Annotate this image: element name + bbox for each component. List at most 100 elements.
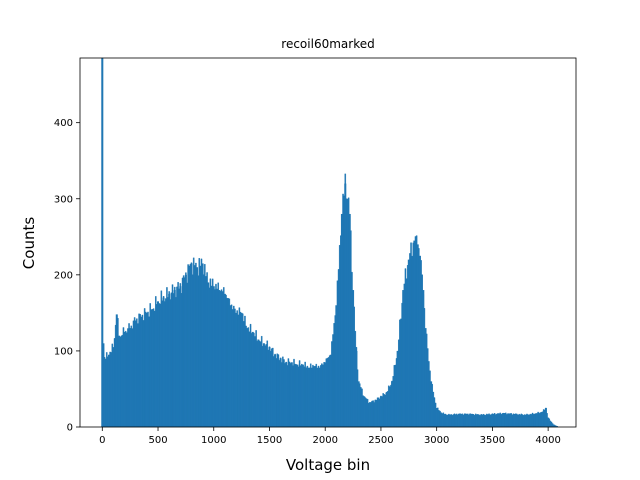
- histogram-bar: [207, 282, 210, 427]
- histogram-bar: [357, 381, 360, 427]
- histogram-bar: [246, 328, 249, 427]
- histogram-bar: [145, 312, 148, 427]
- histogram-bar: [363, 396, 366, 427]
- histogram-bar: [102, 343, 105, 427]
- histogram-bar: [407, 259, 410, 427]
- x-tick-label: 500: [148, 435, 167, 446]
- y-tick-label: 0: [67, 423, 73, 434]
- histogram-bar: [140, 316, 143, 427]
- histogram-bar: [196, 267, 199, 427]
- histogram-bar: [151, 309, 154, 427]
- x-tick-label: 0: [99, 435, 105, 446]
- histogram-bar: [157, 301, 160, 427]
- histogram-bar: [524, 414, 527, 427]
- histogram-bar: [368, 402, 371, 427]
- x-tick-label: 1000: [201, 435, 226, 446]
- histogram-bar: [313, 366, 316, 427]
- histogram-bar: [120, 335, 123, 427]
- histogram-bar: [290, 362, 293, 427]
- histogram-bar: [535, 413, 538, 427]
- histogram-bar: [446, 414, 449, 427]
- histogram-bar: [385, 392, 388, 427]
- histogram-bar: [179, 286, 182, 427]
- x-tick-label: 2500: [368, 435, 393, 446]
- y-tick-label: 400: [54, 118, 73, 129]
- histogram-bar: [184, 274, 187, 427]
- histogram-bar: [541, 411, 544, 427]
- histogram-bar: [344, 183, 347, 427]
- histogram-bar: [335, 305, 338, 427]
- histogram-bar: [123, 331, 126, 427]
- histogram-bar: [441, 413, 444, 427]
- histogram-bar: [101, 58, 104, 427]
- x-axis-ticks: 0 500 1000 1500 2000 2500 3000 3500 4000: [99, 427, 561, 446]
- histogram-bar: [223, 293, 226, 427]
- histogram-bar: [416, 244, 419, 427]
- histogram-bar: [352, 290, 355, 427]
- histogram-bar: [422, 290, 425, 427]
- x-tick-label: 4000: [535, 435, 560, 446]
- histogram-bar: [435, 407, 438, 427]
- histogram-bar: [301, 364, 304, 427]
- histogram-bar: [285, 362, 288, 427]
- histogram-bar: [115, 314, 118, 427]
- histogram-bar: [107, 354, 110, 427]
- histogram-bar: [168, 293, 171, 427]
- y-axis-ticks: 0 100 200 300 400: [54, 118, 80, 434]
- chart-title: recoil60marked: [281, 37, 374, 51]
- histogram-bar: [173, 290, 176, 427]
- histogram-bar: [218, 290, 221, 427]
- histogram-bar: [340, 213, 343, 427]
- histogram-bar: [201, 263, 204, 427]
- plot-frame: [79, 57, 577, 428]
- histogram-bar: [129, 328, 132, 427]
- histogram-bar: [162, 297, 165, 427]
- histogram-bar: [240, 312, 243, 427]
- histogram-bar: [229, 305, 232, 427]
- histogram-bar: [212, 286, 215, 427]
- histogram-bar: [544, 407, 547, 427]
- histogram-bar: [480, 414, 483, 427]
- histogram-bar: [134, 320, 137, 427]
- histogram-bar: [112, 347, 115, 427]
- histogram-bar: [274, 354, 277, 427]
- histogram-bar: [355, 350, 358, 427]
- histogram-bar: [457, 414, 460, 427]
- histogram-bar: [374, 400, 377, 427]
- histogram-bar: [296, 364, 299, 427]
- histogram-bar: [235, 312, 238, 427]
- histogram-bar: [279, 358, 282, 427]
- histogram-bar: [491, 414, 494, 427]
- histogram-bar: [262, 343, 265, 427]
- histogram-bar: [190, 263, 193, 427]
- x-tick-label: 3000: [424, 435, 449, 446]
- histogram-bar: [307, 367, 310, 427]
- histogram-bar: [413, 240, 416, 427]
- histogram-bar: [324, 362, 327, 427]
- histogram-bar: [268, 347, 271, 427]
- histogram-bar: [430, 381, 433, 427]
- histogram-bar: [346, 198, 349, 427]
- x-axis-label: Voltage bin: [286, 456, 370, 474]
- histogram-bar: [391, 381, 394, 427]
- x-tick-label: 2000: [312, 435, 337, 446]
- histogram-bar: [118, 335, 121, 427]
- histogram-bar: [318, 367, 321, 427]
- histogram-bar: [402, 290, 405, 427]
- y-tick-label: 200: [54, 270, 73, 281]
- histogram-bar: [418, 255, 421, 427]
- histogram-bar: [552, 424, 555, 427]
- y-tick-label: 300: [54, 194, 73, 205]
- histogram-bar: [502, 413, 505, 427]
- y-axis-label: Counts: [20, 217, 38, 270]
- histogram-bar: [469, 414, 472, 427]
- x-tick-label: 1500: [257, 435, 282, 446]
- histogram-bar: [251, 331, 254, 427]
- histogram-bar: [257, 339, 260, 427]
- histogram-bar: [513, 414, 516, 427]
- histogram-bars: [101, 57, 559, 428]
- histogram-bar: [396, 350, 399, 427]
- histogram-bar: [329, 354, 332, 427]
- histogram-bar: [379, 396, 382, 427]
